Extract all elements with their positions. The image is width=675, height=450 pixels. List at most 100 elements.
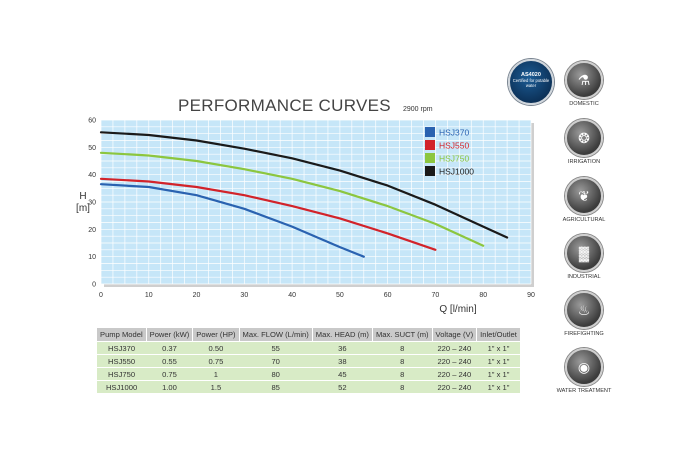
table-cell: 0.55 xyxy=(146,354,193,368)
x-tick-label: 80 xyxy=(479,292,487,299)
x-tick-label: 50 xyxy=(336,292,344,299)
series-line-hsj1000 xyxy=(99,131,509,239)
x-tick-label: 0 xyxy=(99,292,103,299)
table-row: HSJ1000 1.00 1.5 85 52 8 220 – 240 1" x 1" xyxy=(97,380,521,393)
table-cell: 52 xyxy=(312,380,373,393)
table-cell: 1.5 xyxy=(192,380,240,393)
table-body: HSJ370 0.37 0.50 55 36 8 220 – 240 1" x 1" HSJ55… xyxy=(97,341,521,393)
x-tick-label: 30 xyxy=(240,292,248,299)
column-header: Voltage (V) xyxy=(432,328,478,342)
water-drop-icon: ◉ xyxy=(565,348,603,386)
series-line-hsj550 xyxy=(99,177,437,251)
column-header: Pump Model xyxy=(97,328,147,342)
column-header: Power (HP) xyxy=(192,328,240,342)
legend-swatch xyxy=(425,166,435,176)
x-axis-label: Q [l/min] xyxy=(439,304,476,315)
badge-text: Certified for potable water xyxy=(512,78,550,88)
table-cell: 1" x 1" xyxy=(476,354,521,368)
pump-spec-table: Pump Model Power (kW) Power (HP) Max. FLOW … xyxy=(97,328,521,393)
application-water-treatment: ◉ WATER TREATMENT xyxy=(556,348,612,395)
table-cell: 1" x 1" xyxy=(476,341,521,355)
y-tick-label: 60 xyxy=(88,118,96,125)
x-tick-label: 70 xyxy=(432,292,440,299)
table-cell: 0.75 xyxy=(146,367,193,381)
column-header: Power (kW) xyxy=(146,328,194,342)
table-header-row: Pump Model Power (kW) Power (HP) Max. FLOW … xyxy=(97,328,521,342)
x-tick-label: 10 xyxy=(145,292,153,299)
application-industrial: ▓ INDUSTRIAL xyxy=(556,234,612,281)
legend-label: HSJ370 xyxy=(439,128,470,138)
x-tick-label: 60 xyxy=(384,292,392,299)
badge-code: AS4020 xyxy=(521,72,541,78)
flame-icon: ♨ xyxy=(565,291,603,329)
application-label: WATER TREATMENT xyxy=(556,388,612,394)
table-cell: 8 xyxy=(372,341,433,355)
application-domestic: ⚗ DOMESTIC xyxy=(556,61,612,108)
table-cell: 8 xyxy=(372,380,433,393)
legend-label: HSJ550 xyxy=(439,141,470,151)
application-agricultural: ❦ AGRICULTURAL xyxy=(556,177,612,224)
table-cell: 55 xyxy=(239,341,313,355)
wheat-icon: ❦ xyxy=(565,177,603,215)
table-cell: 0.75 xyxy=(192,354,240,368)
application-firefighting: ♨ FIREFIGHTING xyxy=(556,291,612,338)
legend-label: HSJ750 xyxy=(439,154,470,164)
performance-chart: 0 10 20 30 40 50 60 70 80 90 0 10 20 30 40 50 60 Q [l/min… xyxy=(76,118,535,316)
table-cell: HSJ550 xyxy=(97,354,147,368)
table-cell: 0.37 xyxy=(146,341,193,355)
legend-label: HSJ1000 xyxy=(439,167,474,177)
chart-title: PERFORMANCE CURVES xyxy=(178,96,391,115)
tap-icon: ⚗ xyxy=(565,61,603,99)
x-tick-label: 20 xyxy=(193,292,201,299)
chart-subtitle: 2900 rpm xyxy=(403,106,433,113)
series-line-hsj370 xyxy=(99,183,365,258)
table-row: HSJ750 0.75 1 80 45 8 220 – 240 1" x 1" xyxy=(97,367,521,381)
y-tick-label: 30 xyxy=(88,200,96,207)
table-cell: 38 xyxy=(312,354,373,368)
table-cell: 1" x 1" xyxy=(476,367,521,381)
table-row: HSJ550 0.55 0.75 70 38 8 220 – 240 1" x 1" xyxy=(97,354,521,368)
y-axis-label: [m] xyxy=(76,203,90,214)
table-cell: 1.00 xyxy=(146,380,193,393)
application-irrigation: ❂ IRRIGATION xyxy=(556,119,612,166)
y-axis-label: H xyxy=(79,191,86,202)
x-tick-label: 90 xyxy=(527,292,535,299)
table-cell: 220 – 240 xyxy=(432,354,477,368)
table-row: HSJ370 0.37 0.50 55 36 8 220 – 240 1" x 1" xyxy=(97,341,521,355)
table-cell: HSJ1000 xyxy=(97,380,147,393)
table-cell: 36 xyxy=(312,341,373,355)
table-cell: HSJ370 xyxy=(97,341,147,355)
table-cell: 8 xyxy=(372,367,433,381)
table-cell: 220 – 240 xyxy=(432,367,477,381)
y-tick-label: 40 xyxy=(88,172,96,179)
legend-swatch xyxy=(425,153,435,163)
table-cell: 0.50 xyxy=(192,341,240,355)
application-label: IRRIGATION xyxy=(567,159,601,165)
factory-icon: ▓ xyxy=(565,234,603,272)
table-cell: 85 xyxy=(239,380,313,393)
legend-swatch xyxy=(425,127,435,137)
column-header: Max. HEAD (m) xyxy=(312,328,373,342)
column-header: Max. SUCT (m) xyxy=(372,328,433,342)
table-cell: 1" x 1" xyxy=(476,380,521,393)
application-label: INDUSTRIAL xyxy=(567,274,601,280)
series-line-hsj750 xyxy=(99,151,485,247)
y-tick-label: 10 xyxy=(88,254,96,261)
sprinkler-icon: ❂ xyxy=(565,119,603,157)
legend-swatch xyxy=(425,140,435,150)
y-tick-label: 50 xyxy=(88,145,96,152)
table-cell: 80 xyxy=(239,367,313,381)
table-cell: 1 xyxy=(192,367,240,381)
x-tick-label: 40 xyxy=(288,292,296,299)
column-header: Inlet/Outlet xyxy=(476,328,521,342)
table-cell: 45 xyxy=(312,367,373,381)
application-label: AGRICULTURAL xyxy=(562,217,606,223)
table-cell: 70 xyxy=(239,354,313,368)
table-cell: 220 – 240 xyxy=(432,341,477,355)
column-header: Max. FLOW (L/min) xyxy=(239,328,313,342)
application-label: DOMESTIC xyxy=(569,101,599,107)
y-tick-label: 20 xyxy=(88,227,96,234)
table-cell: 8 xyxy=(372,354,433,368)
table-cell: HSJ750 xyxy=(97,367,147,381)
certification-badge: AS4020 Certified for potable water xyxy=(508,59,554,105)
